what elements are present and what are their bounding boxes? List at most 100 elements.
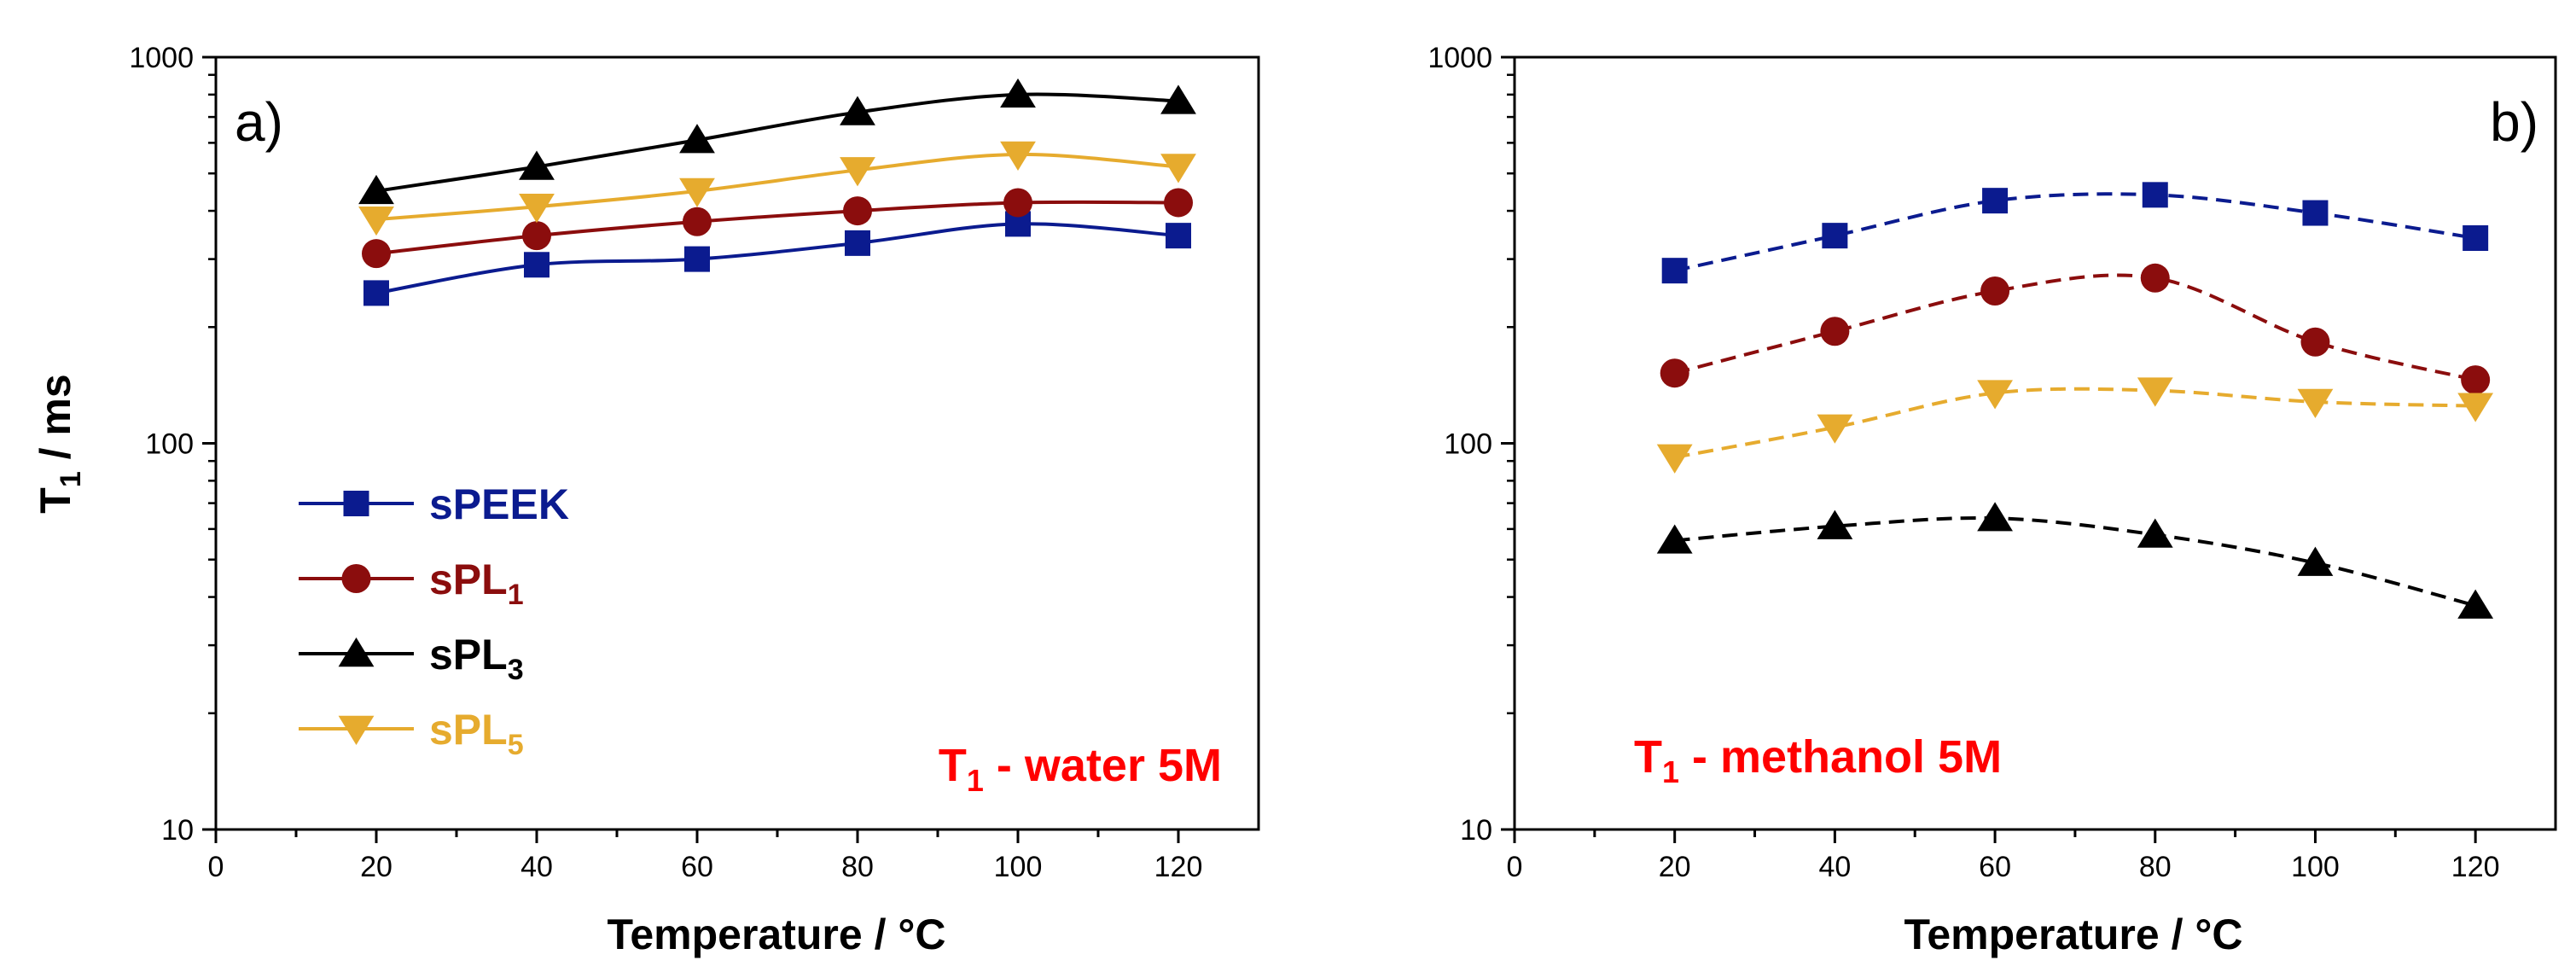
data-point: [2461, 365, 2491, 395]
chart-panel-a: 0 20 40 60 80 100 120 10 100 1000 Temperature / °C…: [32, 42, 1260, 958]
legend-marker: [338, 715, 375, 745]
data-point: [1822, 223, 1848, 249]
data-point: [1980, 276, 2010, 306]
annotation-sub: 1: [967, 763, 984, 798]
data-point: [1661, 258, 1688, 284]
data-point: [2137, 518, 2173, 548]
data-point: [840, 96, 875, 125]
y-axis-title-main: T: [32, 487, 79, 514]
legend-label-main: sPL: [429, 631, 508, 678]
y-tick-label: 100: [1444, 428, 1492, 461]
data-point: [679, 124, 715, 154]
annotation-main: T: [1634, 731, 1662, 783]
x-tick-label: 20: [360, 851, 393, 883]
legend-label: sPEEK: [429, 480, 569, 528]
annotation-main: T: [939, 740, 967, 791]
data-point: [1003, 188, 1032, 218]
annotation-label: T1 - methanol 5M: [1634, 731, 2002, 789]
data-point: [1977, 380, 2013, 410]
x-tick-label: 100: [994, 851, 1043, 883]
y-axis-title: T1 / ms: [32, 374, 87, 513]
data-point: [363, 280, 389, 306]
data-point: [362, 239, 391, 269]
series-3: [1656, 502, 2494, 619]
plot-frame: [1513, 55, 2557, 831]
x-axis-title: Temperature / °C: [608, 911, 946, 958]
data-point: [684, 246, 710, 272]
series-0: [363, 211, 1191, 306]
legend-marker: [341, 564, 371, 593]
legend-label: sPL1: [429, 556, 524, 611]
data-point: [358, 206, 394, 236]
legend-label-sub: 5: [508, 729, 524, 761]
data-point: [679, 178, 715, 207]
x-tick-label: 0: [1507, 851, 1523, 883]
y-tick-label: 1000: [129, 42, 194, 74]
data-point: [1160, 84, 1196, 114]
y-tick-label: 100: [145, 428, 194, 461]
data-point: [2137, 377, 2173, 407]
legend-label: sPL3: [429, 631, 524, 686]
x-tick-label: 120: [2451, 851, 2500, 883]
x-tick-label: 40: [520, 851, 553, 883]
data-point: [1000, 78, 1036, 108]
data-point: [1820, 317, 1850, 346]
data-point: [845, 230, 870, 256]
series-2: [358, 78, 1196, 205]
data-point: [358, 174, 394, 205]
y-tick-label: 10: [1460, 814, 1492, 847]
data-point: [1982, 188, 2009, 214]
annotation-tail: - water 5M: [984, 740, 1222, 791]
data-point: [2457, 393, 2494, 422]
data-point: [1660, 358, 1689, 388]
data-point: [843, 196, 872, 226]
y-tick-label: 10: [161, 814, 194, 847]
legend-label-main: sPL: [429, 706, 508, 754]
data-point: [1817, 414, 1853, 444]
series-1: [1660, 263, 2491, 395]
data-point: [840, 157, 875, 187]
legend-label-sub: 3: [508, 654, 524, 686]
series-line: [375, 200, 1179, 256]
x-tick-label: 80: [2139, 851, 2172, 883]
series-line: [1674, 387, 2476, 459]
data-point: [524, 252, 550, 278]
annotation-label: T1 - water 5M: [939, 740, 1222, 798]
data-point: [2302, 200, 2329, 226]
data-point: [1656, 444, 1693, 474]
chart-panel-b: 0 20 40 60 80 100 120 10 100 1000 Temperature / °C…: [1428, 42, 2557, 958]
plot-frame: [214, 55, 1260, 831]
data-point: [2297, 388, 2334, 418]
legend-label: sPL5: [429, 706, 524, 761]
data-point: [2463, 225, 2489, 252]
data-point: [519, 150, 555, 180]
series-line: [375, 92, 1179, 193]
y-tick-label: 1000: [1428, 42, 1492, 74]
legend-marker: [338, 637, 375, 667]
data-point: [2140, 263, 2170, 293]
series-2: [1656, 377, 2494, 474]
data-point: [519, 194, 555, 224]
x-tick-label: 60: [1979, 851, 2011, 883]
data-point: [2297, 546, 2334, 576]
data-point: [1977, 502, 2013, 532]
x-tick-label: 60: [681, 851, 713, 883]
x-tick-label: 40: [1818, 851, 1851, 883]
y-axis-title-sub: 1: [55, 471, 87, 487]
series-3: [358, 141, 1196, 236]
legend-label-sub: 1: [508, 579, 524, 611]
series-1: [362, 188, 1193, 269]
legend-marker: [343, 491, 369, 516]
series-line: [375, 222, 1179, 295]
data-point: [1160, 154, 1196, 183]
data-point: [683, 207, 712, 236]
x-tick-label: 100: [2291, 851, 2340, 883]
series-line: [1674, 273, 2476, 382]
x-tick-label: 20: [1659, 851, 1691, 883]
data-point: [1817, 509, 1853, 539]
data-point: [1656, 524, 1693, 554]
data-point: [1000, 141, 1036, 171]
data-point: [2300, 327, 2330, 357]
